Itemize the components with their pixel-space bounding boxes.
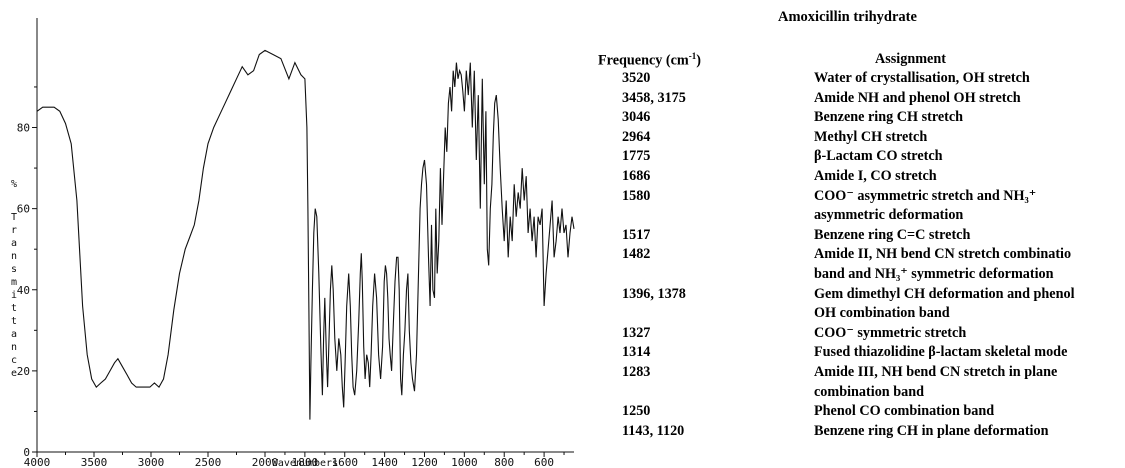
assignment-cell: asymmetric deformation xyxy=(814,207,964,224)
y-tick-label: 80 xyxy=(17,122,30,135)
y-axis-label-percent: % xyxy=(11,179,17,190)
assignment-cell: β-Lactam CO stretch xyxy=(814,148,943,165)
x-tick-label: 1600 xyxy=(331,456,358,468)
table-row: 1482 Amide II, NH bend CN stretch combina… xyxy=(598,246,1125,265)
frequency-cell: 3520 xyxy=(622,70,651,86)
table-row: 3046 Benzene ring CH stretch xyxy=(598,109,1125,128)
assignment-cell: combination band xyxy=(814,383,924,400)
table-row: 1283 Amide III, NH bend CN stretch in pla… xyxy=(598,364,1125,383)
frequency-header-close: ) xyxy=(696,52,701,69)
x-axis-label: Wavenumbers xyxy=(272,458,338,468)
x-tick-label: 3000 xyxy=(138,456,165,468)
x-tick-label: 1400 xyxy=(371,456,398,468)
table-row: 1143, 1120 Benzene ring CH in plane defor… xyxy=(598,423,1125,442)
frequency-cell: 1283 xyxy=(622,364,651,380)
table-row: 1517 Benzene ring C=C stretch xyxy=(598,227,1125,246)
x-tick-label: 4000 xyxy=(24,456,51,468)
frequency-header-unit-exponent: -1 xyxy=(688,51,697,61)
assignment-cell: Water of crystallisation, OH stretch xyxy=(814,70,1030,86)
assignment-cell: Amide I, CO stretch xyxy=(814,168,937,184)
assignment-column-header: Assignment xyxy=(875,51,946,67)
y-tick-label: 20 xyxy=(17,365,30,378)
assignment-cell: Amide II, NH bend CN stretch combinatio xyxy=(814,246,1072,263)
table-row: 1580 COO⁻ asymmetric stretch and NH₃⁺ xyxy=(598,188,1125,207)
frequency-cell: 3458, 3175 xyxy=(622,89,686,106)
x-tick-label: 3500 xyxy=(81,456,108,468)
assignment-cell: OH combination band xyxy=(814,305,950,322)
assignment-cell: Methyl CH stretch xyxy=(814,128,928,145)
frequency-column-header: Frequency (cm-1) xyxy=(598,51,701,70)
y-axis-label-letter: n xyxy=(11,342,17,353)
table-row: 1396, 1378 Gem dimethyl CH deformation an… xyxy=(598,286,1125,305)
assignment-cell: Fused thiazolidine β-lactam skeletal mod… xyxy=(814,344,1068,361)
frequency-cell: 1327 xyxy=(622,324,651,341)
frequency-cell: 1143, 1120 xyxy=(622,422,685,439)
band-assignment-table: Amoxicillin trihydrate Frequency (cm-1) … xyxy=(598,0,1125,468)
assignment-cell: Amide III, NH bend CN stretch in plane xyxy=(814,364,1058,380)
table-row: combination band xyxy=(598,384,1125,403)
table-row: 1775 β-Lactam CO stretch xyxy=(598,148,1125,167)
frequency-cell: 1250 xyxy=(622,403,651,420)
assignment-cell: Benzene ring C=C stretch xyxy=(814,226,971,243)
frequency-cell: 2964 xyxy=(622,128,651,145)
y-axis-label-letter: r xyxy=(11,225,17,236)
assignment-cell: COO⁻ symmetric stretch xyxy=(814,324,967,341)
x-tick-label: 800 xyxy=(494,456,514,468)
y-axis-label-letter: t xyxy=(11,316,17,327)
y-axis-label-letter: i xyxy=(11,290,17,301)
frequency-cell: 1686 xyxy=(622,168,651,184)
table-row: OH combination band xyxy=(598,305,1125,324)
x-tick-label: 2000 xyxy=(252,456,279,468)
assignment-cell: Gem dimethyl CH deformation and phenol xyxy=(814,285,1075,302)
y-axis-label-letter: t xyxy=(11,303,17,314)
y-axis-label-letter: m xyxy=(11,277,17,288)
x-tick-label: 1800 xyxy=(292,456,319,468)
frequency-cell: 1775 xyxy=(622,148,651,165)
ir-spectrum-chart: 4000 3500 3000 2500 2000 1800 1600 1400 1200 1000… xyxy=(11,18,575,468)
y-tick-label: 0 xyxy=(23,446,30,459)
assignment-cell: Benzene ring CH in plane deformation xyxy=(814,422,1049,439)
x-tick-label: 2500 xyxy=(195,456,222,468)
table-row: 3458, 3175 Amide NH and phenol OH stretch xyxy=(598,90,1125,109)
y-tick-label: 60 xyxy=(17,203,30,216)
table-row: 2964 Methyl CH stretch xyxy=(598,129,1125,148)
table-row: band and NH₃⁺ symmetric deformation xyxy=(598,266,1125,285)
x-tick-label: 1000 xyxy=(451,456,478,468)
table-title: Amoxicillin trihydrate xyxy=(778,9,917,25)
y-axis-label-letter: a xyxy=(11,238,17,249)
frequency-cell: 1482 xyxy=(622,246,651,263)
y-axis-label-letter: c xyxy=(11,355,17,366)
assignment-cell: Phenol CO combination band xyxy=(814,403,995,420)
table-row: asymmetric deformation xyxy=(598,207,1125,226)
table-row: 1327 COO⁻ symmetric stretch xyxy=(598,325,1125,344)
frequency-cell: 1396, 1378 xyxy=(622,285,686,302)
y-axis-label-letter: a xyxy=(11,329,17,340)
table-row: 3520 Water of crystallisation, OH stretch xyxy=(598,70,1125,89)
y-tick-label: 40 xyxy=(17,284,30,297)
x-tick-label: 600 xyxy=(534,456,554,468)
table-row: 1314 Fused thiazolidine β-lactam skeletal… xyxy=(598,344,1125,363)
table-row: 1250 Phenol CO combination band xyxy=(598,403,1125,422)
frequency-cell: 1580 xyxy=(622,187,651,204)
x-tick-label: 1200 xyxy=(411,456,438,468)
assignment-cell: Benzene ring CH stretch xyxy=(814,109,964,126)
x-axis-ticks: 4000 3500 3000 2500 2000 1800 1600 1400 1200 1000… xyxy=(24,452,565,468)
y-axis-label-letter: e xyxy=(11,368,17,379)
assignment-cell: band and NH₃⁺ symmetric deformation xyxy=(814,266,1054,282)
frequency-cell: 3046 xyxy=(622,109,651,126)
frequency-header-text: Frequency (cm xyxy=(598,52,689,69)
y-axis-label-letter: s xyxy=(11,264,17,275)
assignment-cell: COO⁻ asymmetric stretch and NH₃⁺ xyxy=(814,187,1037,204)
frequency-cell: 1517 xyxy=(622,226,651,243)
y-axis-label-letter: n xyxy=(11,251,17,262)
y-axis-label-letter: T xyxy=(11,212,17,223)
assignment-cell: Amide NH and phenol OH stretch xyxy=(814,89,1021,106)
transmittance-trace xyxy=(36,49,575,420)
y-axis-ticks: 0 20 40 60 80 xyxy=(17,86,37,459)
frequency-cell: 1314 xyxy=(622,344,651,361)
table-row: 1686 Amide I, CO stretch xyxy=(598,168,1125,187)
